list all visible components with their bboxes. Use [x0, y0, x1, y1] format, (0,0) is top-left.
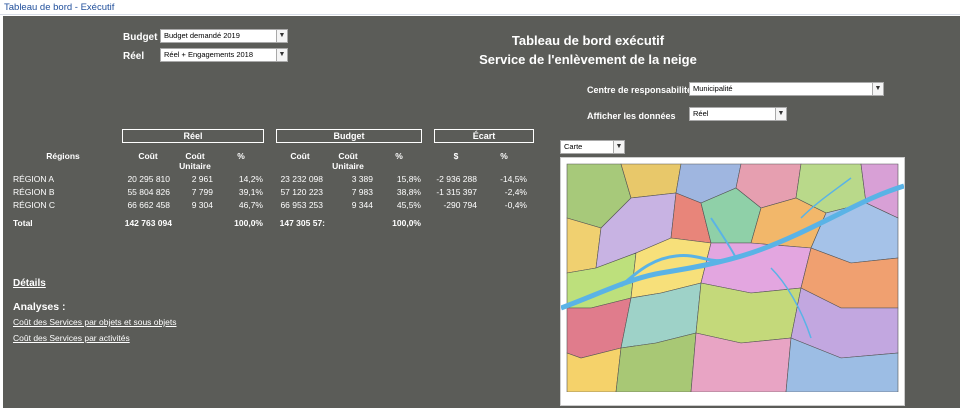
row-budget-pct: 38,8%: [396, 187, 421, 197]
row-budget-cout: 23 232 098: [280, 174, 323, 184]
row-reel-unit: 2 961: [191, 174, 213, 184]
map-view-select[interactable]: Carte ▼: [560, 140, 625, 154]
chevron-down-icon: ▼: [775, 108, 786, 120]
page-subtitle: Service de l'enlèvement de la neige: [479, 52, 697, 67]
row-reel-pct: 39,1%: [238, 187, 263, 197]
afficher-select[interactable]: Réel ▼: [689, 107, 787, 121]
map-view-select-value: Carte: [564, 142, 583, 151]
dashboard-panel: Budget Budget demandé 2019 ▼ Réel Réel +…: [3, 16, 960, 408]
budget-select-value: Budget demandé 2019: [164, 31, 240, 40]
centre-label: Centre de responsabilité: [587, 85, 693, 95]
centre-select[interactable]: Municipalité ▼: [689, 82, 884, 96]
row-reel-unit: 9 304: [191, 200, 213, 210]
col-header-budget-cout: Coût: [290, 151, 310, 161]
col-header-reel-cout-unitaire: Coût Unitaire: [179, 151, 211, 171]
col-header-ecart-dollar: $: [453, 151, 459, 161]
row-budget-pct: 15,8%: [396, 174, 421, 184]
row-region: RÉGION B: [13, 187, 55, 197]
regions-map-graphic: [561, 158, 904, 405]
window-tab-title[interactable]: Tableau de bord - Exécutif: [4, 2, 115, 13]
row-ecart-pct: -2,4%: [504, 187, 527, 197]
row-budget-cout: 66 953 253: [280, 200, 323, 210]
analysis-link-objets[interactable]: Coût des Services par objets et sous obj…: [13, 317, 177, 327]
row-budget-unit: 7 983: [351, 187, 373, 197]
group-header-budget: Budget: [276, 129, 422, 143]
row-reel-cout: 55 804 826: [127, 187, 170, 197]
row-budget-cout: 57 120 223: [280, 187, 323, 197]
total-label: Total: [13, 218, 33, 228]
reel-select[interactable]: Réel + Engagements 2018 ▼: [160, 48, 288, 62]
row-budget-unit: 9 344: [351, 200, 373, 210]
col-header-reel-pct: %: [237, 151, 245, 161]
total-reel-pct: 100,0%: [234, 218, 263, 228]
row-reel-cout: 66 662 458: [127, 200, 170, 210]
afficher-label: Afficher les données: [587, 111, 676, 121]
budget-select[interactable]: Budget demandé 2019 ▼: [160, 29, 288, 43]
row-ecart-dollar: -1 315 397: [436, 187, 477, 197]
row-ecart-dollar: -290 794: [443, 200, 477, 210]
chevron-down-icon: ▼: [276, 30, 287, 42]
col-header-budget-cout-unitaire: Coût Unitaire: [332, 151, 364, 171]
chevron-down-icon: ▼: [872, 83, 883, 95]
row-ecart-pct: -14,5%: [500, 174, 527, 184]
regions-map[interactable]: [560, 157, 905, 406]
page-title: Tableau de bord exécutif: [511, 33, 665, 48]
row-budget-pct: 45,5%: [396, 200, 421, 210]
centre-select-value: Municipalité: [693, 84, 733, 93]
analyses-heading: Analyses :: [13, 301, 66, 313]
total-budget-pct: 100,0%: [392, 218, 421, 228]
group-header-ecart: Écart: [434, 129, 534, 143]
chevron-down-icon: ▼: [276, 49, 287, 61]
row-reel-unit: 7 799: [191, 187, 213, 197]
col-header-ecart-pct: %: [500, 151, 508, 161]
group-header-reel: Réel: [122, 129, 264, 143]
total-budget-cout: 147 305 57:: [279, 218, 325, 228]
col-header-budget-pct: %: [395, 151, 403, 161]
row-reel-pct: 46,7%: [238, 200, 263, 210]
total-reel-cout: 142 763 094: [124, 218, 172, 228]
row-reel-cout: 20 295 810: [127, 174, 170, 184]
reel-label: Réel: [123, 51, 145, 62]
row-region: RÉGION C: [13, 200, 56, 210]
analysis-link-activites[interactable]: Coût des Services par activités: [13, 333, 130, 343]
row-ecart-dollar: -2 936 288: [436, 174, 477, 184]
afficher-select-value: Réel: [693, 109, 709, 118]
row-reel-pct: 14,2%: [238, 174, 263, 184]
details-link[interactable]: Détails: [13, 278, 46, 289]
reel-select-value: Réel + Engagements 2018: [164, 50, 254, 59]
col-header-reel-cout: Coût: [138, 151, 158, 161]
budget-label: Budget: [123, 32, 158, 43]
row-region: RÉGION A: [13, 174, 55, 184]
col-header-regions: Régions: [46, 151, 80, 161]
row-budget-unit: 3 389: [351, 174, 373, 184]
row-ecart-pct: -0,4%: [504, 200, 527, 210]
window-titlebar: Tableau de bord - Exécutif: [0, 0, 960, 15]
chevron-down-icon: ▼: [613, 141, 624, 153]
